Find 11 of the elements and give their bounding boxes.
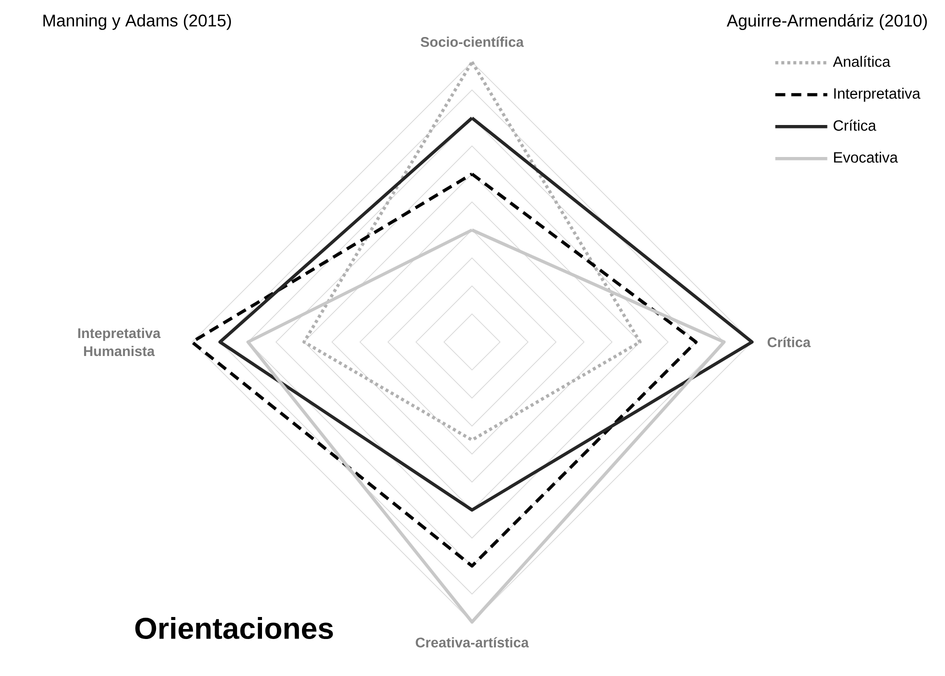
spoke-label: Intepretativa Humanista bbox=[78, 328, 161, 356]
legend-label: Evocativa bbox=[834, 152, 898, 163]
spoke-label: Creativa-artística bbox=[416, 637, 529, 648]
spoke-label: Socio-científica bbox=[420, 36, 524, 47]
text: Manning y Adams (2015) bbox=[43, 14, 231, 30]
text: Orientaciones bbox=[135, 616, 333, 640]
text: Aguirre-Armendáriz (2010) bbox=[726, 14, 927, 30]
legend-label: Interpretativa bbox=[834, 88, 920, 102]
legend-label: Crítica bbox=[834, 120, 876, 131]
spoke-label: Crítica bbox=[768, 336, 811, 348]
legend-label: Analítica bbox=[832, 56, 890, 67]
